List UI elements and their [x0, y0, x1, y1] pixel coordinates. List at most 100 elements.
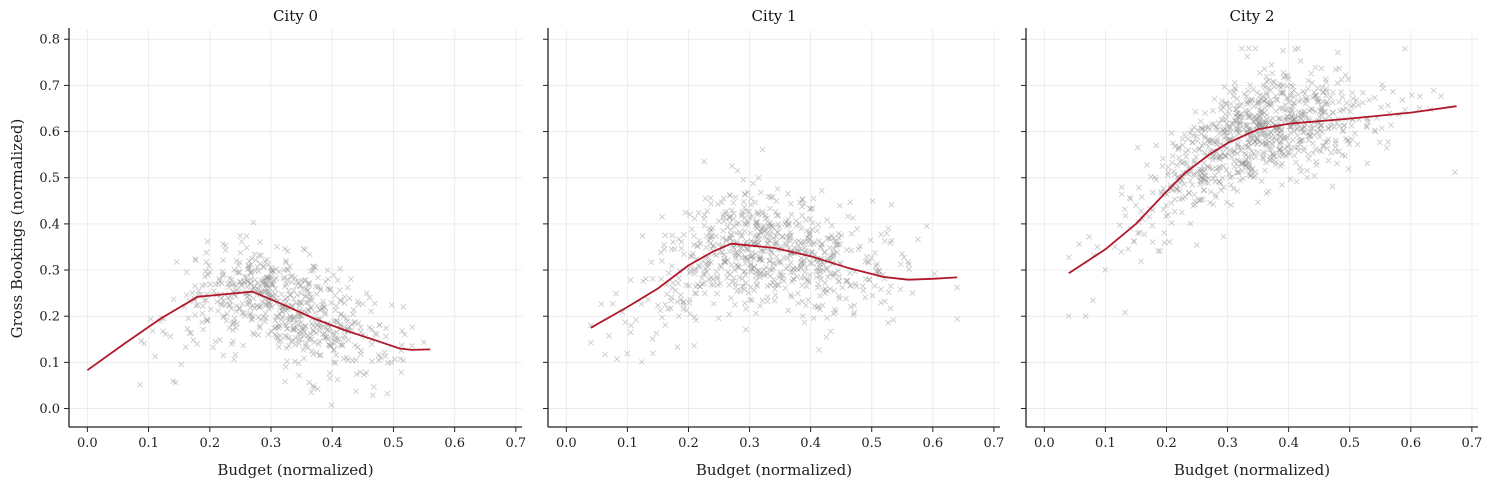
scatter-point [667, 305, 674, 312]
scatter-point [257, 303, 264, 310]
scatter-point [622, 319, 629, 326]
scatter-point [726, 192, 733, 199]
scatter-point [1193, 133, 1200, 140]
scatter-point [807, 205, 814, 212]
scatter-point [1278, 160, 1285, 167]
scatter-point [675, 280, 682, 287]
scatter-point [1261, 110, 1268, 116]
scatter-point [744, 246, 750, 253]
scatter-point [186, 329, 193, 336]
scatter-point [720, 227, 727, 234]
scatter-point [1274, 97, 1281, 104]
scatter-point [263, 281, 270, 287]
scatter-point [1230, 185, 1237, 192]
scatter-point [246, 258, 253, 264]
scatter-point [1121, 206, 1128, 212]
scatter-point [788, 211, 795, 218]
scatter-point [260, 263, 267, 270]
scatter-point [677, 292, 684, 298]
scatter-point [1261, 117, 1267, 124]
scatter-point [1277, 145, 1284, 152]
scatter-point [1345, 166, 1352, 172]
scatter-point [627, 329, 634, 336]
scatter-point [798, 265, 804, 271]
scatter-point [1309, 140, 1316, 147]
scatter-point [1323, 88, 1330, 95]
scatter-point [214, 298, 221, 305]
scatter-point [837, 241, 844, 248]
scatter-point [795, 242, 802, 249]
scatter-point [1342, 105, 1349, 112]
scatter-point [1295, 91, 1302, 98]
scatter-point [1256, 121, 1262, 128]
scatter-point [757, 256, 763, 263]
scatter-point [888, 201, 895, 208]
scatter-point [706, 225, 713, 232]
scatter-point [765, 236, 772, 243]
scatter-point [296, 302, 303, 309]
scatter-point [718, 199, 725, 206]
scatter-point [1213, 125, 1220, 131]
scatter-point [1273, 108, 1280, 115]
scatter-point [202, 268, 209, 274]
scatter-point [297, 328, 303, 335]
scatter-point [152, 353, 159, 360]
scatter-point [1318, 112, 1325, 119]
scatter-point [1228, 202, 1235, 208]
scatter-point [817, 272, 824, 279]
scatter-point [1172, 143, 1178, 150]
scatter-point [276, 310, 283, 317]
scatter-point [272, 331, 279, 338]
scatter-point [1302, 115, 1309, 122]
scatter-point [1206, 126, 1213, 133]
scatter-point [836, 277, 843, 284]
scatter-point [742, 222, 749, 228]
scatter-point [820, 286, 827, 293]
scatter-point [245, 278, 251, 285]
scatter-point [1234, 157, 1241, 164]
scatter-point [765, 222, 772, 229]
scatter-point [200, 326, 207, 333]
scatter-point [321, 304, 328, 311]
scatter-point [330, 346, 337, 353]
scatter-point [738, 283, 745, 290]
scatter-point [1271, 152, 1277, 159]
scatter-point [243, 278, 250, 284]
scatter-point [1314, 95, 1321, 102]
scatter-point [1259, 111, 1265, 118]
scatter-point [730, 210, 737, 217]
scatter-point [768, 228, 775, 235]
scatter-point [680, 298, 687, 305]
scatter-point [1360, 89, 1366, 96]
scatter-point [222, 302, 228, 309]
scatter-point [336, 287, 343, 294]
scatter-point [775, 221, 781, 228]
scatter-point [279, 308, 285, 315]
scatter-point [714, 290, 720, 297]
scatter-point [1277, 117, 1284, 123]
scatter-point [675, 236, 682, 243]
scatter-point [330, 330, 336, 336]
scatter-point [383, 325, 390, 332]
scatter-point [695, 263, 702, 269]
scatter-point [332, 307, 339, 314]
scatter-point [1339, 107, 1346, 113]
scatter-point [1277, 133, 1284, 140]
scatter-point [1275, 83, 1282, 90]
scatter-point [1276, 115, 1283, 121]
panel-title: City 1 [751, 7, 796, 25]
scatter-point [247, 270, 254, 277]
scatter-point [1305, 137, 1312, 144]
scatter-point [703, 260, 710, 267]
scatter-point [806, 234, 812, 241]
scatter-point [1276, 146, 1283, 153]
scatter-point [306, 279, 312, 286]
scatter-point [736, 229, 743, 236]
scatter-point [1221, 129, 1227, 136]
scatter-point [741, 286, 748, 293]
scatter-point [302, 277, 309, 284]
scatter-point [1300, 123, 1307, 130]
scatter-point [669, 284, 676, 291]
scatter-point [1249, 97, 1256, 104]
scatter-point [308, 336, 315, 343]
